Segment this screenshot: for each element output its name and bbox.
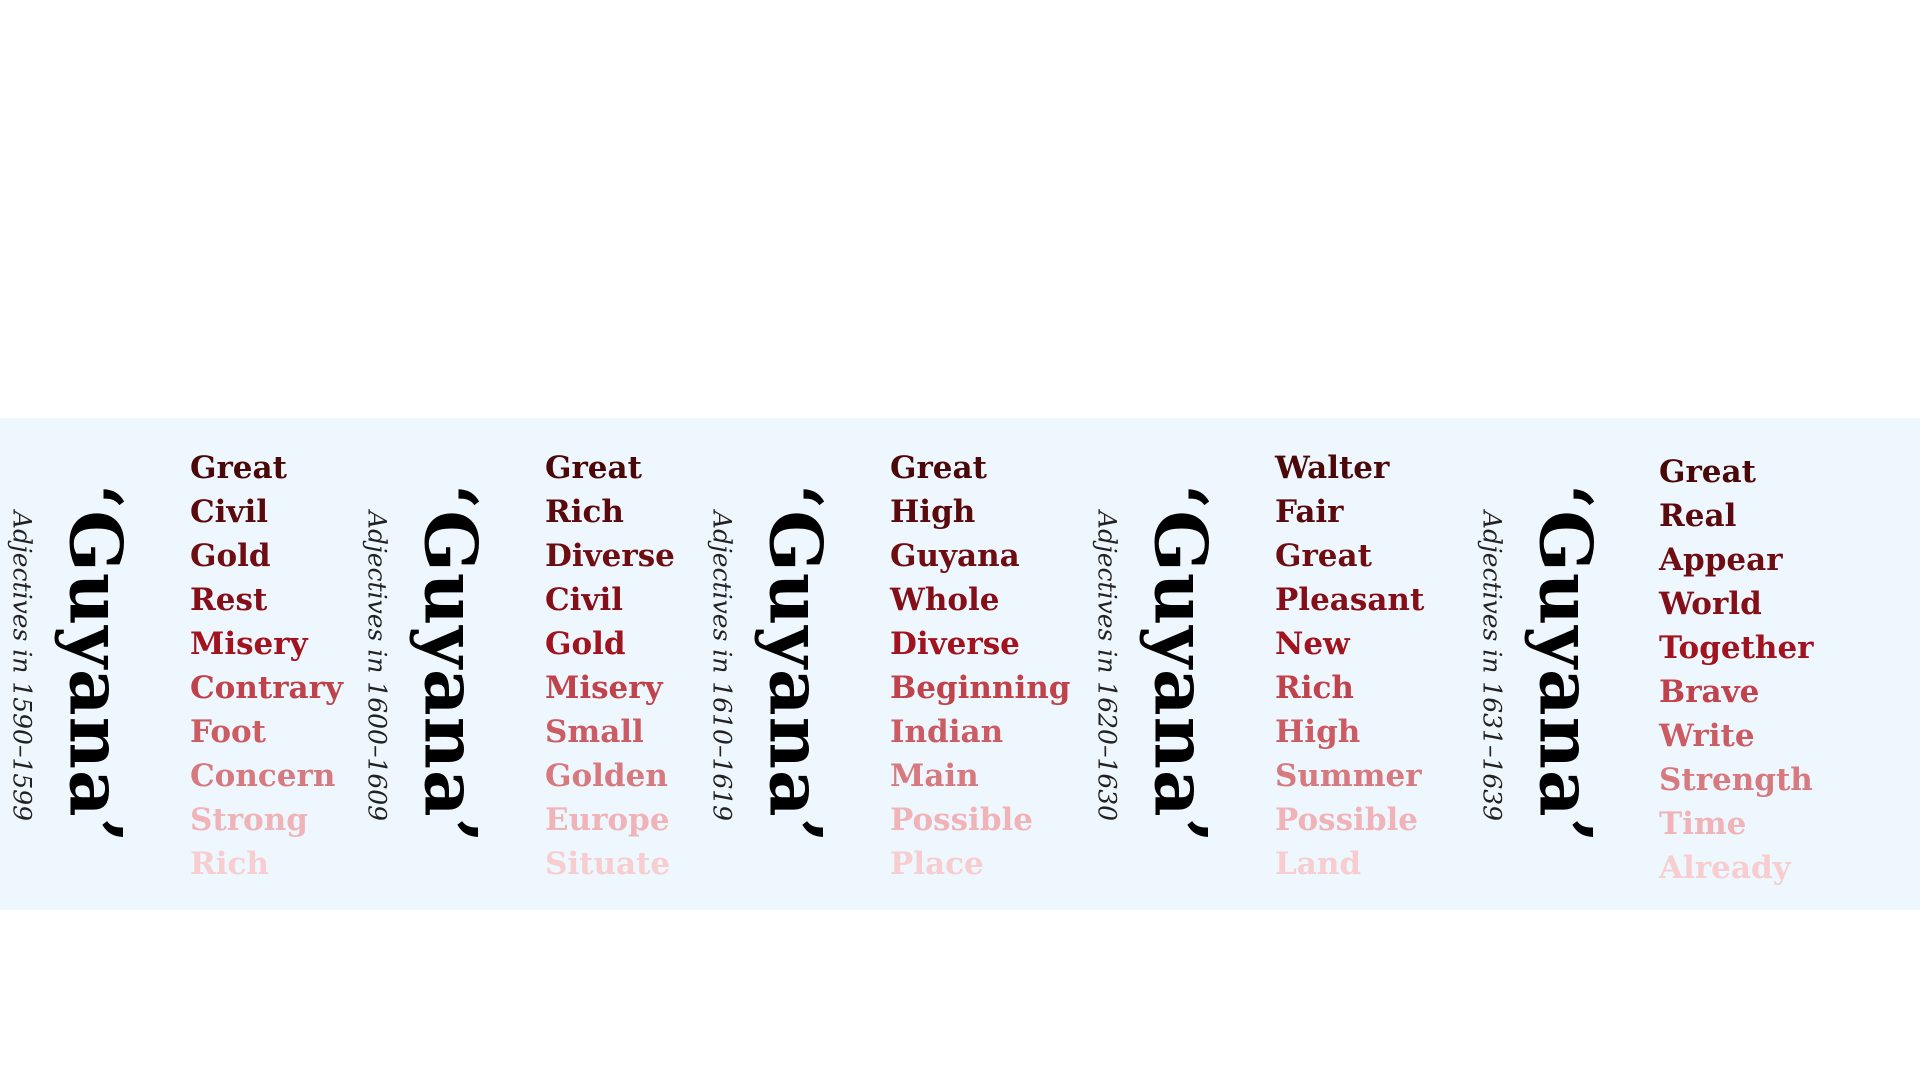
title-text: ‘Guyana’	[408, 484, 494, 844]
adjective-item: Strong	[190, 802, 308, 838]
adjective-list: Great Civil Gold Rest Misery Contrary Fo…	[190, 446, 343, 886]
adjective-item: Gold	[190, 538, 271, 574]
title-text: ‘Guyana’	[53, 484, 139, 844]
subtitle-text: Adjectives in 1620–1630	[1092, 510, 1122, 822]
adjective-item: Pleasant	[1275, 582, 1425, 618]
adjective-item: New	[1275, 626, 1350, 662]
adjective-list: Great High Guyana Whole Diverse Beginnin…	[890, 446, 1070, 886]
adjective-item: Walter	[1275, 450, 1390, 486]
adjective-item: Possible	[890, 802, 1034, 838]
adjective-item: Foot	[190, 714, 266, 750]
adjective-item: Strength	[1659, 762, 1813, 798]
subtitle-text: Adjectives in 1631–1639	[1477, 510, 1507, 822]
adjective-list: Walter Fair Great Pleasant New Rich High…	[1275, 446, 1424, 886]
adjective-item: Land	[1275, 846, 1362, 882]
adjective-item: Indian	[890, 714, 1004, 750]
adjective-item: Guyana	[890, 538, 1020, 574]
adjective-item: Great	[1659, 454, 1756, 490]
adjective-item: Great	[545, 450, 642, 486]
adjective-item: Time	[1659, 806, 1747, 842]
title-text: ‘Guyana’	[753, 484, 839, 844]
title-text: ‘Guyana’	[1523, 484, 1609, 844]
adjective-item: Europe	[545, 802, 670, 838]
adjective-item: Rich	[190, 846, 269, 882]
adjective-item: Misery	[190, 626, 308, 662]
adjective-item: Appear	[1659, 542, 1783, 578]
adjective-item: Already	[1659, 850, 1791, 886]
adjective-item: Rest	[190, 582, 268, 618]
adjective-item: Great	[190, 450, 287, 486]
adjective-item: High	[1275, 714, 1361, 750]
adjective-item: Rich	[1275, 670, 1354, 706]
adjective-item: Whole	[890, 582, 1000, 618]
adjective-item: Gold	[545, 626, 626, 662]
adjective-item: Diverse	[890, 626, 1020, 662]
subtitle-text: Adjectives in 1600–1609	[362, 510, 392, 822]
subtitle-text: Adjectives in 1590–1599	[7, 510, 37, 822]
adjective-item: Real	[1659, 498, 1737, 534]
adjective-item: Place	[890, 846, 984, 882]
adjective-item: Situate	[545, 846, 671, 882]
adjective-item: Beginning	[890, 670, 1071, 706]
adjective-item: Great	[890, 450, 987, 486]
adjective-item: Rich	[545, 494, 624, 530]
adjective-list: Great Real Appear World Together Brave W…	[1659, 450, 1814, 890]
adjective-item: World	[1659, 586, 1762, 622]
adjective-item: Together	[1659, 630, 1814, 666]
subtitle-text: Adjectives in 1610–1619	[707, 510, 737, 822]
adjective-item: Write	[1659, 718, 1755, 754]
adjective-item: Misery	[545, 670, 663, 706]
adjective-item: Main	[890, 758, 979, 794]
adjective-item: Concern	[190, 758, 336, 794]
adjective-item: Small	[545, 714, 644, 750]
title-text: ‘Guyana’	[1138, 484, 1224, 844]
adjective-item: Golden	[545, 758, 668, 794]
adjective-item: Civil	[545, 582, 624, 618]
adjective-list: Great Rich Diverse Civil Gold Misery Sma…	[545, 446, 675, 886]
adjective-item: Possible	[1275, 802, 1419, 838]
adjective-item: Fair	[1275, 494, 1344, 530]
adjective-item: Summer	[1275, 758, 1422, 794]
adjective-item: Diverse	[545, 538, 675, 574]
adjectives-band: Adjectives in 1590–1599 ‘Guyana’ Great C…	[0, 418, 1920, 910]
adjective-item: Civil	[190, 494, 269, 530]
adjective-item: Great	[1275, 538, 1372, 574]
adjective-item: Contrary	[190, 670, 343, 706]
adjective-item: Brave	[1659, 674, 1760, 710]
adjective-item: High	[890, 494, 976, 530]
